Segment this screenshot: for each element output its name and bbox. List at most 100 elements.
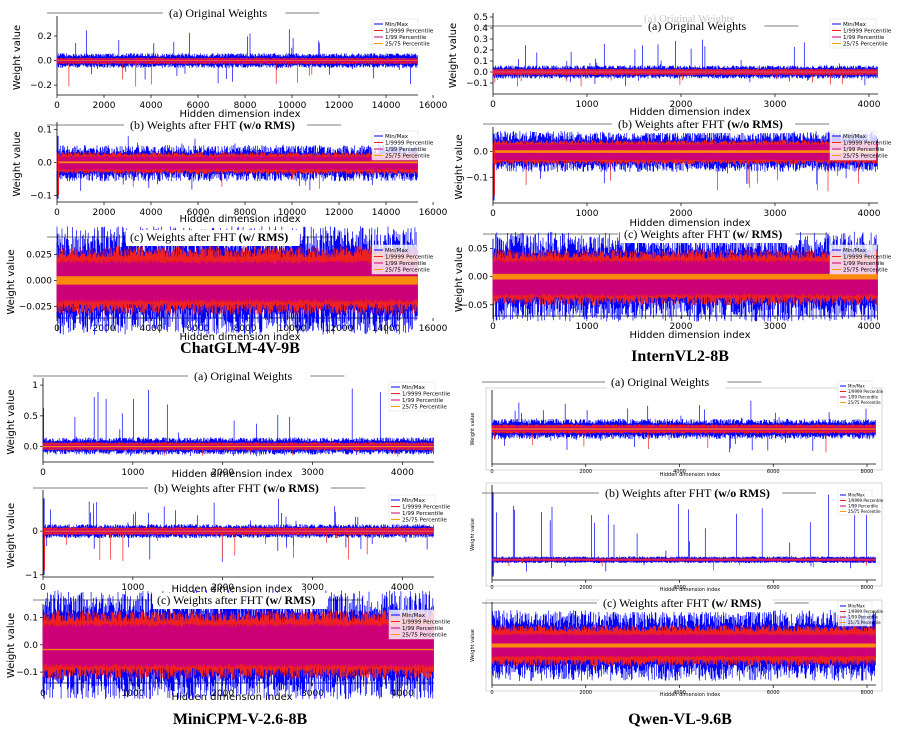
panel-title-text: (a) Original Weights (648, 19, 746, 33)
x-tick-label: 12000 (325, 324, 354, 334)
legend-label: 1/9999 Percentile (385, 254, 434, 260)
legend-label: 1/99 Percentile (843, 35, 885, 41)
x-tick-label: 6000 (767, 690, 780, 696)
x-tick-label: 10000 (278, 324, 307, 334)
legend-label: Min/Max (402, 498, 426, 504)
x-tick-label: 2000 (579, 585, 592, 591)
title-bg (644, 19, 763, 35)
legend-label: 1/99 Percentile (385, 35, 427, 41)
chart-chatglm-4v-9b-b: 0 2000 4000 6000 8000 10000 12000 14000 16000 −0.… (12, 118, 448, 225)
x-tick-label: 2000 (93, 101, 116, 111)
x-tick-label: 0 (40, 689, 46, 699)
legend-label: 1/9999 Percentile (848, 389, 884, 394)
y-tick-label: −0.1 (30, 191, 52, 201)
overlapping-title-ghost: (a) Original Weights (644, 13, 734, 25)
title-bg (126, 230, 300, 246)
legend-label: 25/75 Percentile (843, 41, 888, 47)
x-tick-label: 0 (490, 100, 496, 110)
x-tick-label: 10000 (278, 208, 307, 218)
x-tick-label: 4000 (673, 469, 686, 475)
x-tick-label: 0 (40, 468, 46, 478)
series-25-75-percentile (56, 161, 418, 164)
x-tick-label: 14000 (372, 101, 401, 111)
x-tick-label: 4000 (673, 585, 686, 591)
caption-chatglm: ChatGLM-4V-9B (180, 340, 300, 357)
legend-label: 1/99 Percentile (385, 261, 427, 267)
series-25-75-percentile (491, 428, 876, 430)
legend-label: 25/75 Percentile (843, 267, 888, 273)
y-tick-label: −0.1 (16, 668, 38, 678)
chart-qwen-vl-9-6b-a: 0 2000 4000 6000 8000 Hidden dimension index W… (470, 375, 884, 478)
legend-label: 25/75 Percentile (385, 153, 430, 159)
series-25-75-percentile (492, 150, 878, 153)
chart-chatglm-4v-9b-a: 0 2000 4000 6000 8000 10000 12000 14000 16000 −0.… (12, 6, 448, 120)
panel-title: (a) Original Weights (33, 369, 345, 385)
panel-title-text: (c) Weights after FHT (w/ RMS) (624, 227, 782, 241)
legend-label: 25/75 Percentile (402, 517, 447, 523)
caption-minicpm: MiniCPM-V-2.6-8B (172, 711, 308, 728)
legend-label: 1/9999 Percentile (843, 28, 892, 34)
x-tick-label: 12000 (325, 208, 354, 218)
x-tick-label: 1000 (121, 468, 144, 478)
panel-title-text: (b) Weights after FHT (w/o RMS) (605, 486, 770, 500)
panel-title: (c) Weights after FHT (w/ RMS) (483, 227, 830, 243)
x-tick-label: 16000 (419, 101, 448, 111)
y-tick-label: 0.00 (468, 273, 488, 283)
legend-label: Min/Max (848, 603, 865, 608)
x-tick-label: 0 (54, 208, 60, 218)
legend-label: 25/75 Percentile (402, 404, 447, 410)
x-tick-label: 16000 (419, 208, 448, 218)
x-axis-label: Hidden dimension index (179, 332, 300, 343)
panel-title-text: (a) Original Weights (194, 369, 292, 383)
x-tick-label: 4000 (391, 468, 414, 478)
x-tick-label: 4000 (673, 690, 686, 696)
chart-internvl2-8b-c: 0 1000 2000 3000 4000 −0.05 0.00 0.05 Hidden dim… (454, 227, 892, 341)
legend-label: Min/Max (402, 613, 426, 619)
x-tick-label: 2000 (211, 689, 234, 699)
y-tick-label: 0.0 (38, 158, 53, 168)
chart-qwen-vl-9-6b-b: 0 2000 4000 6000 8000 Hidden dimension index W… (470, 482, 884, 593)
legend-label: 1/99 Percentile (402, 626, 444, 632)
x-tick-label: 8000 (861, 690, 874, 696)
legend-label: 1/9999 Percentile (848, 609, 884, 614)
x-tick-label: 1000 (121, 689, 144, 699)
series-25-75-percentile (492, 273, 878, 280)
x-tick-label: 2000 (670, 209, 693, 219)
title-bg (607, 375, 726, 391)
panel-title-text: (b) Weights after FHT (w/o RMS) (618, 117, 783, 131)
chart-qwen-vl-9-6b-c: 0 2000 4000 6000 8000 Hidden dimension index W… (470, 596, 884, 698)
chart-internvl2-8b-b: 0 1000 2000 3000 4000 −0.1 0.0 Hidden dimension… (454, 117, 892, 229)
legend-label: 1/9999 Percentile (843, 254, 892, 260)
legend-label: 25/75 Percentile (385, 267, 430, 273)
legend-label: 1/9999 Percentile (385, 140, 434, 146)
x-tick-label: 0 (490, 690, 493, 696)
x-tick-label: 2000 (93, 324, 116, 334)
legend-label: 1/99 Percentile (402, 398, 444, 404)
x-axis-label: Hidden dimension index (660, 692, 721, 698)
title-bg (601, 486, 781, 502)
x-tick-label: 1000 (576, 322, 599, 332)
legend-label: Min/Max (402, 385, 426, 391)
chart-minicpm-v-2-6-8b-a: 0 1000 2000 3000 4000 0.0 0.5 1 Hidden dimension… (6, 369, 451, 480)
x-axis-label: Hidden dimension index (629, 218, 750, 229)
y-tick-label: 0 (32, 527, 38, 537)
y-axis-label: Weight value (12, 131, 23, 196)
y-tick-label: 0.05 (468, 245, 488, 255)
x-tick-label: 10000 (278, 101, 307, 111)
legend-label: 1/99 Percentile (385, 147, 427, 153)
panel-title-text: (c) Weights after FHT (w/ RMS) (130, 230, 288, 244)
legend-label: 1/99 Percentile (848, 394, 879, 399)
y-tick-label: −1 (25, 571, 38, 581)
legend-label: 1/99 Percentile (848, 614, 879, 619)
x-tick-label: 3000 (301, 468, 324, 478)
title-bg (190, 369, 309, 385)
y-tick-label: 0.1 (38, 125, 52, 135)
series-25-75-percentile (42, 648, 434, 651)
x-tick-label: 0 (490, 322, 496, 332)
legend-label: Min/Max (843, 248, 867, 254)
legend-label: 1/9999 Percentile (402, 504, 451, 510)
legend-label: 1/9999 Percentile (402, 619, 451, 625)
